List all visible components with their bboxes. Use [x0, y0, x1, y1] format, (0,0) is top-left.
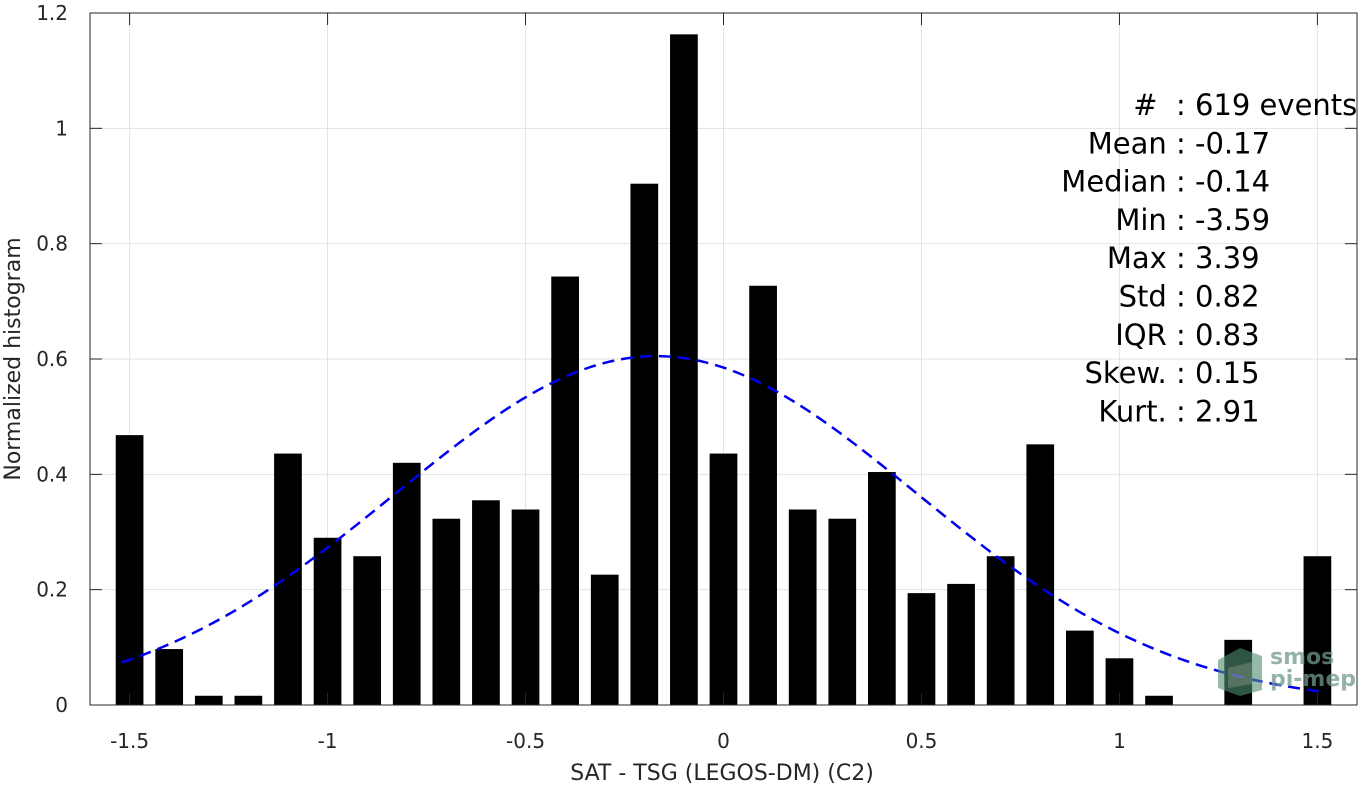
stat-value-5: : 0.82: [1176, 280, 1260, 314]
x-tick-label-3: 0: [717, 729, 730, 753]
stat-label-1: Mean: [1088, 126, 1176, 160]
stat-value-4: : 3.39: [1176, 241, 1260, 275]
histogram-bar-15: [709, 453, 738, 705]
histogram-bar-0: [115, 435, 144, 705]
stat-label-4: Max: [1107, 241, 1176, 275]
x-tick-label-6: 1.5: [1302, 729, 1334, 753]
y-tick-label-5: 1: [55, 116, 68, 140]
stat-label-7: Skew.: [1084, 356, 1176, 390]
stat-label-3: Min: [1115, 203, 1176, 237]
y-tick-label-2: 0.4: [36, 462, 68, 486]
smos-pi-mep-watermark: smos pi-mep: [1218, 645, 1356, 696]
stat-label-2: Median: [1061, 165, 1176, 199]
histogram-bar-8: [432, 518, 461, 705]
histogram-bar-24: [1065, 630, 1094, 705]
histogram-bar-29: [1303, 556, 1332, 705]
histogram-bar-18: [828, 518, 857, 705]
stat-label-6: IQR: [1115, 318, 1176, 352]
y-tick-label-1: 0.2: [36, 578, 68, 602]
stat-value-0: : 619 events: [1176, 88, 1357, 122]
histogram-bar-1: [155, 649, 184, 705]
stat-value-2: : -0.14: [1176, 165, 1270, 199]
histogram-bar-17: [788, 509, 817, 705]
x-tick-label-4: 0.5: [906, 729, 938, 753]
x-tick-label-5: 1: [1113, 729, 1126, 753]
x-tick-label-2: -0.5: [506, 729, 545, 753]
stat-value-7: : 0.15: [1176, 356, 1260, 390]
x-tick-label-0: -1.5: [110, 729, 149, 753]
histogram-bar-19: [868, 472, 896, 705]
smos-pi-mep-logo-icon: [1218, 648, 1262, 696]
histogram-bar-14: [670, 34, 698, 705]
histogram-bar-11: [551, 276, 579, 705]
histogram-bar-23: [1026, 444, 1055, 705]
y-tick-label-6: 1.2: [36, 1, 68, 25]
y-tick-label-4: 0.8: [36, 232, 68, 256]
histogram-bar-7: [392, 462, 421, 705]
histogram-bar-20: [907, 593, 936, 705]
stat-value-3: : -3.59: [1176, 203, 1270, 237]
stat-value-1: : -0.17: [1176, 126, 1270, 160]
x-tick-labels: -1.5 -1 -0.5 0 0.5 1 1.5: [110, 729, 1333, 753]
watermark-line-1: smos: [1270, 645, 1334, 670]
stat-value-8: : 2.91: [1176, 394, 1260, 428]
histogram-bar-12: [590, 574, 619, 705]
stat-label-8: Kurt.: [1098, 394, 1176, 428]
y-tick-labels: 0 0.2 0.4 0.6 0.8 1 1.2: [36, 1, 68, 717]
histogram-bar-5: [313, 537, 342, 705]
y-axis-label: Normalized histogram: [1, 237, 26, 480]
histogram-bar-6: [353, 556, 382, 705]
x-tick-label-1: -1: [318, 729, 338, 753]
histogram-bar-26: [1145, 695, 1173, 705]
histogram-bar-22: [986, 556, 1015, 705]
histogram-bar-4: [274, 453, 302, 705]
histogram-bar-16: [749, 285, 777, 705]
axis-ticks: [90, 12, 1357, 706]
histogram-bar-13: [630, 183, 659, 705]
stat-label-0: #: [1133, 88, 1176, 122]
y-tick-label-0: 0: [55, 693, 68, 717]
histogram-bar-21: [947, 583, 975, 705]
watermark-line-2: pi-mep: [1270, 667, 1356, 692]
y-tick-label-3: 0.6: [36, 347, 68, 371]
x-axis-label: SAT - TSG (LEGOS-DM) (C2): [570, 761, 874, 785]
histogram-bars: [115, 34, 1332, 705]
histogram-bar-10: [511, 509, 540, 705]
gaussian-fit-curve: [121, 354, 1326, 694]
stat-value-6: : 0.83: [1176, 318, 1260, 352]
stat-label-5: Std: [1119, 280, 1176, 314]
histogram-bar-3: [234, 695, 263, 705]
histogram-bar-9: [472, 500, 500, 705]
histogram-bar-2: [194, 695, 223, 705]
